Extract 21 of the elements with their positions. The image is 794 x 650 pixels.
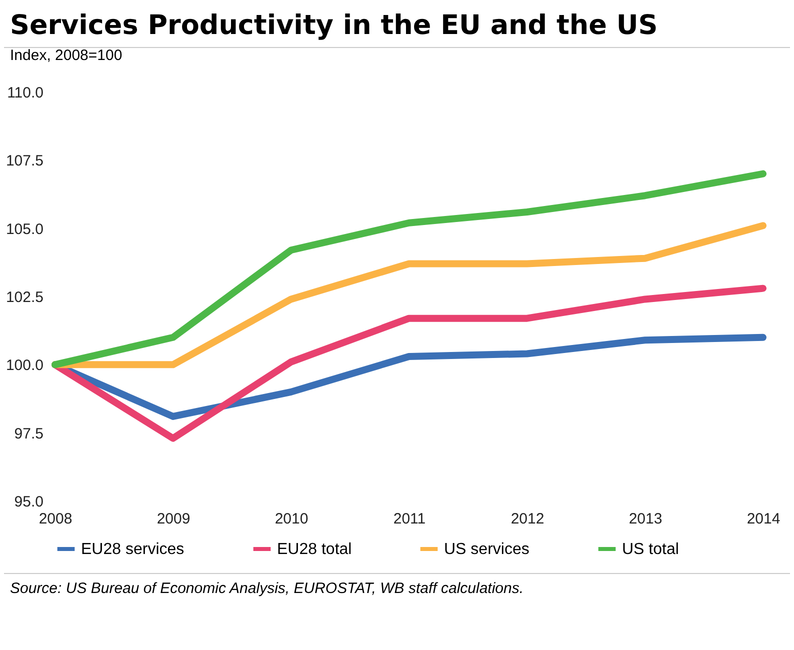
legend-label: US services bbox=[444, 541, 530, 558]
x-tick-label: 2014 bbox=[746, 510, 780, 528]
legend-label: EU28 services bbox=[81, 541, 184, 558]
x-tick-label: 2012 bbox=[510, 510, 544, 528]
x-tick-label: 2011 bbox=[393, 510, 426, 528]
chart-title: Services Productivity in the EU and the US bbox=[9, 9, 659, 43]
legend-label: US total bbox=[622, 541, 679, 558]
y-tick-label: 110.0 bbox=[7, 84, 44, 102]
x-tick-label: 2009 bbox=[156, 510, 190, 528]
source-note: Source: US Bureau of Economic Analysis, EUROSTAT, WB staff calculations. bbox=[9, 579, 525, 599]
x-tick-label: 2013 bbox=[628, 510, 662, 528]
y-tick-label: 102.5 bbox=[6, 289, 44, 306]
y-tick-label: 95.0 bbox=[14, 494, 44, 510]
chart-subtitle: Index, 2008=100 bbox=[10, 47, 122, 64]
x-tick-label: 2010 bbox=[274, 510, 308, 528]
y-tick-label: 97.5 bbox=[14, 425, 44, 442]
x-tick-label: 2008 bbox=[38, 510, 72, 528]
legend-label: EU28 total bbox=[277, 541, 352, 558]
y-tick-label: 107.5 bbox=[6, 152, 44, 170]
y-tick-label: 105.0 bbox=[6, 220, 44, 238]
y-tick-label: 100.0 bbox=[6, 357, 44, 374]
